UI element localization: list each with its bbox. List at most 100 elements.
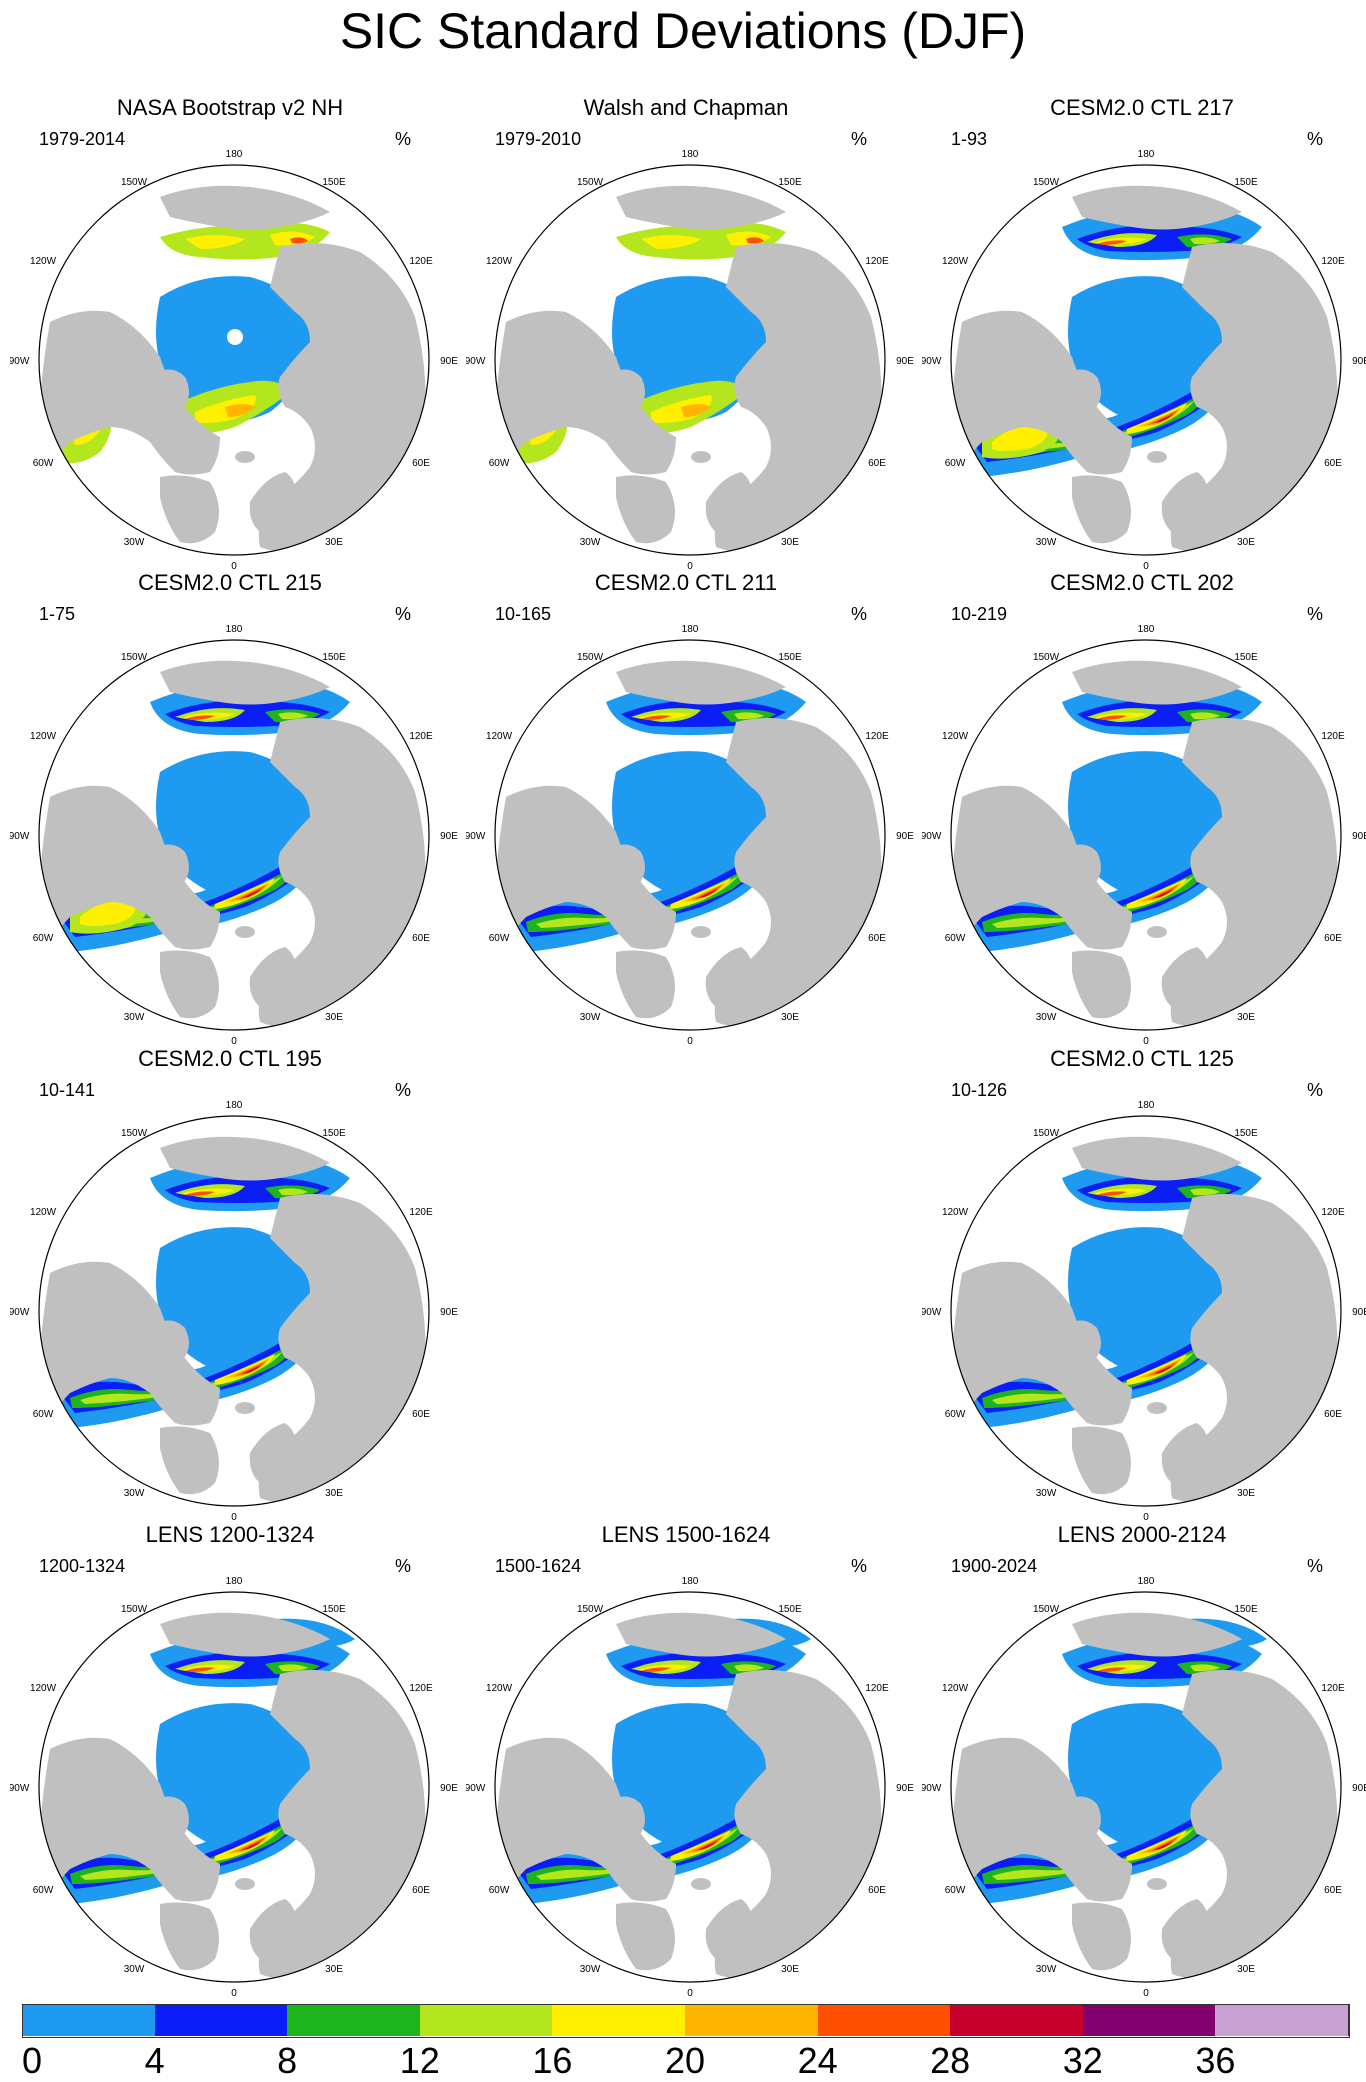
svg-text:30E: 30E	[1237, 1964, 1255, 1975]
panel-unit-label: %	[1307, 1080, 1324, 1100]
svg-text:120E: 120E	[865, 256, 889, 267]
svg-text:150W: 150W	[121, 1604, 148, 1615]
colorbar-tick-label: 28	[930, 2040, 971, 2081]
svg-text:120E: 120E	[1321, 256, 1345, 267]
svg-text:180: 180	[226, 1576, 243, 1587]
svg-text:150E: 150E	[1234, 1128, 1258, 1139]
polar-map: 180 0 150W 150E 120W 120E 90W 90E 60W 60…	[466, 149, 914, 572]
svg-text:60W: 60W	[945, 933, 966, 944]
svg-text:150E: 150E	[1234, 177, 1258, 188]
svg-text:120E: 120E	[409, 731, 433, 742]
svg-text:60W: 60W	[33, 1409, 54, 1420]
svg-text:120W: 120W	[942, 256, 969, 267]
panel-title: CESM2.0 CTL 195	[138, 1046, 322, 1071]
svg-text:120W: 120W	[486, 1683, 513, 1694]
polar-map: 180 0 150W 150E 120W 120E 90W 90E 60W 60…	[922, 624, 1366, 1047]
colorbar-tick-label: 12	[399, 2040, 440, 2081]
svg-text:90W: 90W	[922, 356, 942, 367]
svg-text:60W: 60W	[33, 933, 54, 944]
map-panel-cesm2-0-ctl-195: CESM2.0 CTL 195 10-141%	[10, 1046, 458, 1523]
svg-text:90E: 90E	[896, 356, 914, 367]
svg-text:60W: 60W	[489, 933, 510, 944]
panel-unit-label: %	[851, 129, 868, 149]
colorbar-tick-label: 36	[1195, 2040, 1236, 2081]
svg-text:120E: 120E	[865, 731, 889, 742]
svg-text:150E: 150E	[322, 1604, 346, 1615]
panel-period-label: 10-165	[495, 604, 552, 624]
panel-title: Walsh and Chapman	[583, 95, 789, 120]
svg-text:30W: 30W	[580, 1964, 601, 1975]
panel-period-label: 1200-1324	[39, 1556, 126, 1576]
svg-text:30W: 30W	[124, 1488, 145, 1499]
colorbar-tick-label: 20	[664, 2040, 706, 2081]
colorbar-segment	[552, 2004, 686, 2036]
svg-text:150W: 150W	[121, 177, 148, 188]
panel-unit-label: %	[851, 604, 868, 624]
svg-text:120E: 120E	[409, 1207, 433, 1218]
colorbar-segment	[817, 2004, 952, 2036]
svg-text:60W: 60W	[945, 1885, 966, 1896]
svg-text:150E: 150E	[1234, 1604, 1258, 1615]
colorbar-tick-label: 32	[1062, 2040, 1103, 2081]
svg-text:120W: 120W	[30, 1683, 57, 1694]
svg-text:90E: 90E	[440, 356, 458, 367]
panel-period-label: 1979-2010	[495, 129, 582, 149]
svg-text:60E: 60E	[868, 933, 886, 944]
polar-map: 180 0 150W 150E 120W 120E 90W 90E 60W 60…	[466, 1576, 914, 1999]
svg-text:60W: 60W	[945, 458, 966, 469]
colorbar-tick-label: 0	[21, 2040, 43, 2081]
svg-text:90W: 90W	[466, 356, 486, 367]
polar-map: 180 0 150W 150E 120W 120E 90W 90E 60W 60…	[466, 624, 914, 1047]
panel-title: NASA Bootstrap v2 NH	[116, 95, 344, 120]
svg-text:60E: 60E	[412, 1885, 430, 1896]
svg-text:120W: 120W	[942, 1683, 969, 1694]
polar-map: 180 0 150W 150E 120W 120E 90W 90E 60W 60…	[922, 149, 1366, 572]
svg-text:180: 180	[1138, 1100, 1155, 1111]
panel-title: LENS 1500-1624	[601, 1522, 771, 1547]
panel-title: CESM2.0 CTL 125	[1050, 1046, 1234, 1071]
svg-text:0: 0	[687, 561, 693, 572]
panel-title: LENS 1200-1324	[145, 1522, 315, 1547]
svg-text:0: 0	[231, 561, 237, 572]
svg-text:90E: 90E	[896, 1783, 914, 1794]
svg-text:120E: 120E	[409, 1683, 433, 1694]
svg-text:150E: 150E	[322, 177, 346, 188]
svg-text:60W: 60W	[945, 1409, 966, 1420]
svg-text:60E: 60E	[1324, 1885, 1342, 1896]
colorbar-tick-label: 8	[277, 2040, 298, 2081]
svg-text:90W: 90W	[922, 831, 942, 842]
panel-unit-label: %	[395, 604, 412, 624]
colorbar	[22, 2004, 1350, 2038]
map-panel-walsh-and-chapman: Walsh and Chapman 1979-2010%	[466, 95, 914, 572]
svg-text:0: 0	[231, 1512, 237, 1523]
polar-map: 180 0 150W 150E 120W 120E 90W 90E 60W 60…	[10, 1100, 458, 1523]
svg-text:120E: 120E	[1321, 1207, 1345, 1218]
panel-title: CESM2.0 CTL 217	[1050, 95, 1234, 120]
svg-text:30E: 30E	[325, 537, 343, 548]
map-panel-cesm2-0-ctl-215: CESM2.0 CTL 215 1-75%	[10, 570, 458, 1047]
svg-text:0: 0	[1143, 1036, 1149, 1047]
colorbar-segment	[22, 2004, 156, 2036]
panel-period-label: 1-93	[951, 129, 988, 149]
colorbar-tick-label: 24	[797, 2040, 838, 2081]
figure-title: SIC Standard Deviations (DJF)	[339, 3, 1027, 59]
panel-title: CESM2.0 CTL 202	[1050, 570, 1234, 595]
svg-text:120E: 120E	[865, 1683, 889, 1694]
svg-text:150W: 150W	[1033, 1604, 1060, 1615]
svg-text:30W: 30W	[580, 537, 601, 548]
svg-text:120W: 120W	[30, 731, 57, 742]
svg-text:180: 180	[682, 149, 699, 160]
svg-text:60W: 60W	[33, 1885, 54, 1896]
svg-text:90W: 90W	[466, 831, 486, 842]
svg-text:90E: 90E	[1352, 1783, 1366, 1794]
svg-text:150W: 150W	[577, 652, 604, 663]
svg-text:180: 180	[226, 624, 243, 635]
panel-unit-label: %	[1307, 1556, 1324, 1576]
svg-text:0: 0	[231, 1988, 237, 1999]
svg-text:150W: 150W	[121, 652, 148, 663]
svg-text:60W: 60W	[489, 1885, 510, 1896]
map-panel-lens-1500-1624: LENS 1500-1624 1500-1624%	[466, 1522, 914, 1999]
panel-period-label: 10-141	[39, 1080, 96, 1100]
svg-text:30E: 30E	[1237, 1488, 1255, 1499]
colorbar-segment	[685, 2004, 819, 2036]
